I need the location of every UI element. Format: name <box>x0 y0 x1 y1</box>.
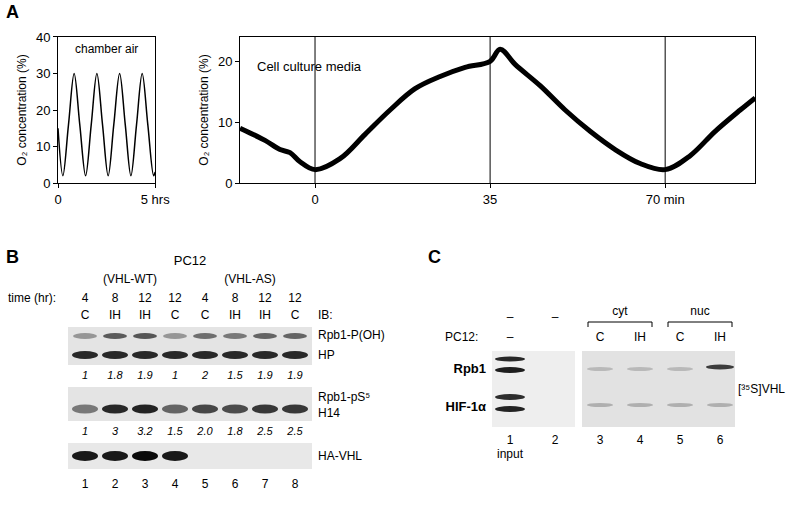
svg-text:PC12:: PC12: <box>445 330 478 344</box>
svg-text:70 min: 70 min <box>646 192 685 207</box>
svg-text:1: 1 <box>82 369 88 381</box>
svg-text:cyt: cyt <box>612 304 628 318</box>
svg-text:IH: IH <box>229 308 241 322</box>
svg-text:time (hr):: time (hr): <box>8 291 56 305</box>
svg-text:–: – <box>552 310 559 324</box>
svg-text:12: 12 <box>258 291 272 305</box>
svg-text:C: C <box>81 308 90 322</box>
svg-text:–: – <box>507 330 514 344</box>
svg-text:1.9: 1.9 <box>287 369 302 381</box>
svg-text:Rpb1: Rpb1 <box>454 361 487 376</box>
svg-text:2: 2 <box>552 433 559 447</box>
svg-text:IH: IH <box>259 308 271 322</box>
svg-text:2: 2 <box>201 369 208 381</box>
svg-text:1: 1 <box>82 477 89 491</box>
svg-text:HP: HP <box>318 348 335 362</box>
svg-text:12: 12 <box>168 291 182 305</box>
svg-text:20: 20 <box>36 103 50 118</box>
svg-text:PC12: PC12 <box>174 253 207 268</box>
svg-text:B: B <box>6 247 19 267</box>
svg-text:4: 4 <box>637 433 644 447</box>
svg-text:1.5: 1.5 <box>227 369 243 381</box>
svg-text:input: input <box>497 447 524 461</box>
svg-text:35: 35 <box>483 192 497 207</box>
svg-text:HIF-1α: HIF-1α <box>446 399 487 414</box>
svg-text:10: 10 <box>36 139 50 154</box>
svg-text:C: C <box>596 330 605 344</box>
svg-text:0: 0 <box>225 176 232 191</box>
svg-text:10: 10 <box>218 115 232 130</box>
svg-text:4: 4 <box>82 291 89 305</box>
svg-text:IH: IH <box>139 308 151 322</box>
svg-text:12: 12 <box>288 291 302 305</box>
svg-text:4: 4 <box>202 291 209 305</box>
svg-text:(VHL-WT): (VHL-WT) <box>103 272 157 286</box>
svg-text:6: 6 <box>717 433 724 447</box>
svg-text:8: 8 <box>232 291 239 305</box>
svg-text:H14: H14 <box>318 406 340 420</box>
svg-text:–: – <box>507 310 514 324</box>
svg-text:2.5: 2.5 <box>256 425 273 437</box>
svg-text:8: 8 <box>292 477 299 491</box>
svg-text:HA-VHL: HA-VHL <box>318 449 362 463</box>
svg-text:chamber air: chamber air <box>75 42 138 56</box>
svg-text:O₂ concentration (%): O₂ concentration (%) <box>197 54 211 165</box>
svg-text:0: 0 <box>43 176 50 191</box>
svg-text:2.5: 2.5 <box>286 425 303 437</box>
svg-text:1: 1 <box>507 433 514 447</box>
html-text:A: A <box>6 2 19 22</box>
svg-text:1.8: 1.8 <box>227 425 243 437</box>
svg-text:2: 2 <box>112 477 119 491</box>
svg-text:5: 5 <box>202 477 209 491</box>
svg-text:5 hrs: 5 hrs <box>141 192 170 207</box>
svg-text:7: 7 <box>262 477 269 491</box>
svg-text:IH: IH <box>714 330 726 344</box>
svg-text:1.9: 1.9 <box>257 369 272 381</box>
svg-text:1.8: 1.8 <box>107 369 123 381</box>
svg-text:1: 1 <box>172 369 178 381</box>
svg-text:C: C <box>676 330 685 344</box>
svg-text:6: 6 <box>232 477 239 491</box>
svg-text:[³⁵S]VHL: [³⁵S]VHL <box>738 382 785 396</box>
svg-text:4: 4 <box>172 477 179 491</box>
svg-text:1.9: 1.9 <box>137 369 152 381</box>
svg-text:Cell culture media: Cell culture media <box>257 59 362 74</box>
svg-text:0: 0 <box>54 192 61 207</box>
svg-text:20: 20 <box>218 54 232 69</box>
svg-text:C: C <box>428 247 441 267</box>
svg-text:1: 1 <box>82 425 88 437</box>
svg-text:O₂ concentration (%): O₂ concentration (%) <box>15 54 29 165</box>
svg-text:3: 3 <box>112 425 119 437</box>
svg-text:3.2: 3.2 <box>137 425 152 437</box>
svg-text:IH: IH <box>634 330 646 344</box>
svg-text:C: C <box>201 308 210 322</box>
svg-text:30: 30 <box>36 66 50 81</box>
svg-text:40: 40 <box>36 30 50 45</box>
svg-text:Rpb1-pS⁵: Rpb1-pS⁵ <box>318 390 370 404</box>
svg-text:C: C <box>171 308 180 322</box>
svg-text:5: 5 <box>677 433 684 447</box>
svg-text:8: 8 <box>112 291 119 305</box>
svg-text:2.0: 2.0 <box>196 425 213 437</box>
svg-text:3: 3 <box>597 433 604 447</box>
svg-text:C: C <box>291 308 300 322</box>
svg-text:1.5: 1.5 <box>167 425 183 437</box>
svg-text:nuc: nuc <box>690 304 709 318</box>
svg-text:IB:: IB: <box>318 308 333 322</box>
svg-text:12: 12 <box>138 291 152 305</box>
svg-text:Rpb1-P(OH): Rpb1-P(OH) <box>318 328 385 342</box>
svg-text:0: 0 <box>311 192 318 207</box>
svg-text:IH: IH <box>109 308 121 322</box>
svg-text:(VHL-AS): (VHL-AS) <box>224 272 275 286</box>
svg-text:3: 3 <box>142 477 149 491</box>
